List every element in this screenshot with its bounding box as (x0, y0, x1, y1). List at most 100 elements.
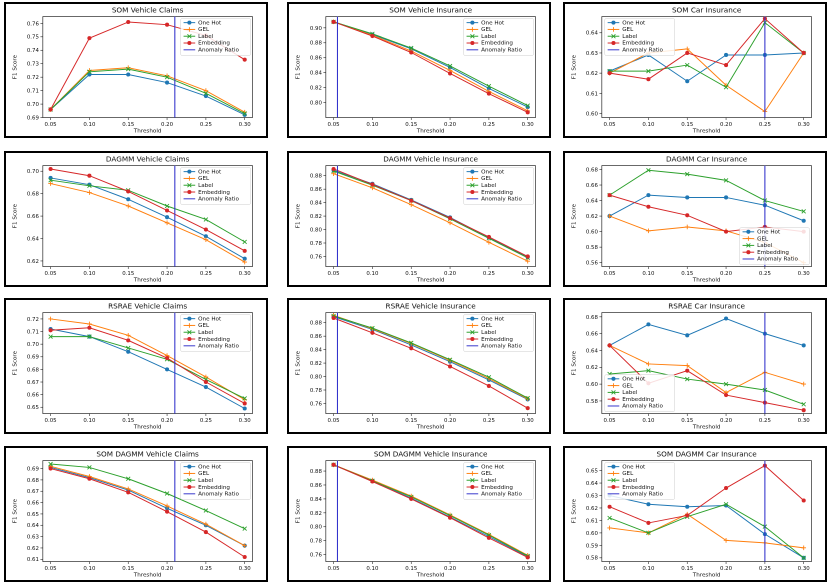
data-point (447, 63, 453, 69)
data-point (48, 316, 53, 322)
x-tick-label: 0.20 (161, 122, 174, 128)
y-tick-label: 0.66 (27, 501, 40, 507)
data-point (448, 364, 453, 369)
data-point (48, 328, 53, 333)
y-tick-label: 0.63 (586, 51, 599, 57)
data-point (607, 515, 612, 521)
data-point (165, 509, 170, 514)
y-tick-label: 0.73 (27, 62, 40, 68)
data-point (685, 513, 690, 518)
legend-entry: Embedding (481, 190, 513, 196)
x-tick-label: 0.20 (720, 271, 733, 277)
data-point (242, 248, 247, 253)
y-tick-label: 0.56 (586, 261, 599, 267)
y-tick-label: 0.58 (586, 556, 599, 562)
y-tick-label: 0.69 (27, 116, 40, 122)
data-point (723, 538, 729, 543)
legend-marker (611, 484, 616, 490)
line-chart: RSRAE Vehicle Insurance 0.05 0.10 0.15 0.20 0… (296, 302, 536, 431)
line-chart: RSRAE Car Insurance 0.05 0.10 0.15 0.20 0.25 0… (572, 302, 812, 431)
data-point (408, 340, 414, 346)
legend-marker (470, 336, 475, 342)
data-point (801, 498, 806, 503)
chart-panel: SOM DAGMM Car Insurance 0.05 0.10 0.15 0.20 0… (563, 446, 827, 582)
data-point (646, 228, 651, 234)
data-point (87, 190, 92, 195)
legend-entry: GEL (481, 176, 493, 182)
data-point (801, 545, 807, 551)
y-tick-label: 0.64 (586, 31, 599, 37)
x-tick-label: 0.25 (483, 271, 495, 277)
y-tick-label: 0.69 (27, 466, 40, 472)
line-chart: DAGMM Vehicle Claims 0.05 0.10 0.15 0.20 0.25… (13, 155, 253, 284)
x-tick-label: 0.10 (642, 566, 655, 572)
legend-marker (187, 40, 192, 46)
data-point (607, 71, 612, 76)
chart-title: SOM Vehicle Claims (112, 6, 184, 15)
x-tick-label: 0.20 (720, 418, 733, 424)
legend-entry: Embedding (481, 337, 513, 343)
data-point (525, 395, 530, 401)
y-tick-label: 0.62 (586, 365, 598, 371)
data-point (409, 50, 414, 55)
y-tick-label: 0.64 (27, 523, 40, 529)
data-point (685, 333, 690, 338)
legend-marker (470, 189, 475, 195)
y-tick-label: 0.88 (310, 174, 323, 180)
y-tick-label: 0.62 (586, 71, 598, 77)
data-point (801, 555, 806, 561)
data-point (164, 74, 170, 80)
data-point (724, 52, 729, 58)
data-point (48, 107, 53, 112)
y-tick-label: 0.64 (27, 236, 40, 242)
data-point (203, 88, 209, 93)
chart-panel: RSRAE Vehicle Claims 0.05 0.10 0.15 0.20 0.25… (4, 298, 268, 434)
data-point (87, 183, 92, 189)
x-tick-label: 0.05 (604, 566, 616, 572)
data-point (87, 69, 92, 75)
data-point (164, 503, 170, 509)
legend-entry: Label (198, 478, 214, 484)
y-tick-label: 0.66 (27, 393, 40, 399)
series-line (609, 17, 805, 80)
x-tick-label: 0.15 (405, 271, 417, 277)
y-tick-label: 0.60 (586, 230, 599, 236)
series-line (333, 464, 528, 557)
series-line (333, 316, 528, 400)
legend-box (463, 462, 534, 500)
legend-entry: GEL (622, 471, 634, 477)
x-tick-label: 0.05 (604, 271, 616, 277)
x-tick-label: 0.05 (45, 271, 57, 277)
x-tick-label: 0.30 (798, 122, 811, 128)
data-point (242, 401, 247, 406)
data-point (685, 213, 690, 218)
data-point (525, 406, 530, 411)
y-tick-label: 0.82 (310, 214, 322, 220)
series-line (50, 466, 245, 547)
data-point (525, 258, 531, 264)
data-point (724, 393, 729, 398)
data-point (646, 368, 651, 373)
data-point (87, 325, 92, 330)
legend-marker (187, 189, 192, 195)
legend-marker (187, 169, 192, 174)
series-line (609, 317, 804, 346)
y-axis-label: F1 Score (296, 203, 302, 228)
data-point (48, 177, 53, 183)
legend-marker (187, 323, 192, 328)
y-axis-label: F1 Score (13, 350, 19, 375)
data-point (48, 461, 53, 467)
data-point (203, 521, 209, 527)
y-tick-label: 0.64 (586, 199, 599, 205)
x-tick-label: 0.10 (83, 271, 96, 277)
y-tick-label: 0.62 (586, 506, 598, 512)
y-tick-label: 0.78 (310, 539, 323, 545)
y-tick-label: 0.63 (27, 535, 40, 541)
chart-title: SOM Car Insurance (672, 6, 742, 15)
data-point (203, 374, 209, 380)
x-axis-label: Threshold (416, 573, 445, 579)
data-point (724, 485, 729, 491)
chart-panel: RSRAE Car Insurance 0.05 0.10 0.15 0.20 0.25 0… (563, 298, 827, 434)
data-point (525, 110, 530, 115)
legend-marker (187, 329, 192, 335)
